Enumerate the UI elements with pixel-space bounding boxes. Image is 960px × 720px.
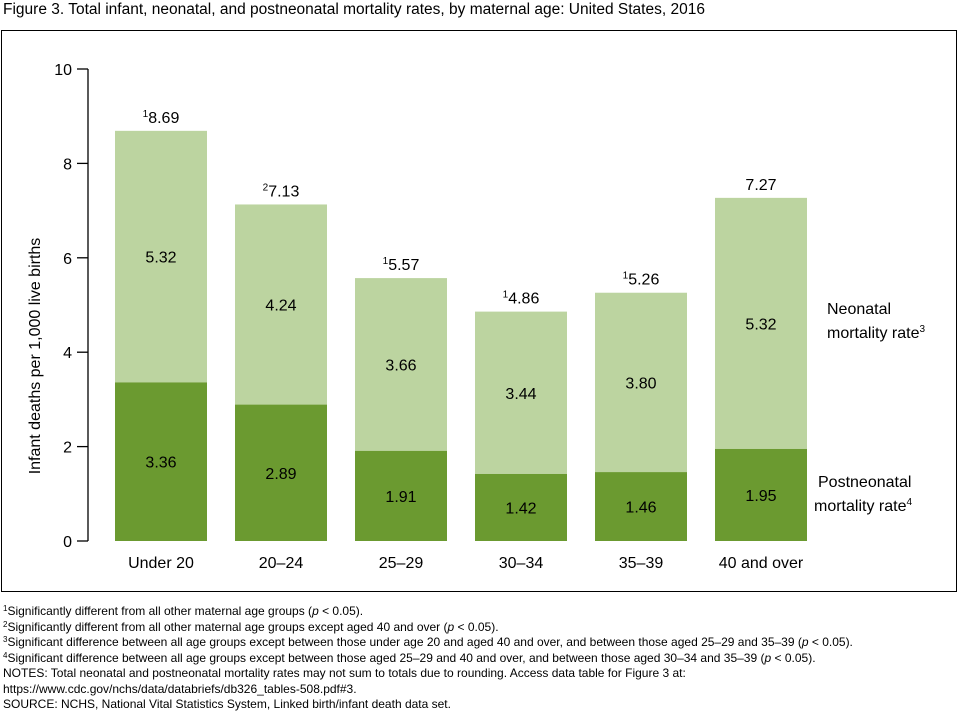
footnote-3: 3Significant difference between all age … <box>3 635 853 649</box>
neonatal-bar <box>235 204 327 405</box>
total-value: 5.26 <box>628 272 659 289</box>
total-value: 7.27 <box>745 177 776 194</box>
neonatal-value-label: 3.80 <box>625 375 656 392</box>
total-footnote-marker: 1 <box>623 271 629 282</box>
x-tick-label: 30–34 <box>499 555 544 572</box>
legend-neonatal-line2: mortality rate3 <box>827 324 925 342</box>
postneonatal-value-label: 1.91 <box>385 489 416 506</box>
total-footnote-marker: 2 <box>263 182 269 193</box>
y-tick-label: 10 <box>54 62 72 79</box>
total-value: 5.57 <box>388 257 419 274</box>
legend-neonatal-text: mortality rate <box>827 325 920 342</box>
x-tick-label: Under 20 <box>128 555 194 572</box>
total-value-label: 15.57 <box>383 256 420 274</box>
legend-postneonatal-line1: Postneonatal <box>818 474 911 491</box>
neonatal-bar <box>595 292 687 473</box>
neonatal-value-label: 3.66 <box>385 357 416 374</box>
y-tick-label: 0 <box>63 534 72 551</box>
total-value-label: 15.26 <box>623 271 660 289</box>
figure-title: Figure 3. Total infant, neonatal, and po… <box>3 1 705 18</box>
chart-frame: 0 2 4 6 8 10 Infant deaths per 1,000 live birt… <box>1 30 957 592</box>
postneonatal-value-label: 1.95 <box>745 488 776 505</box>
neonatal-value-label: 3.44 <box>505 386 536 403</box>
neonatal-bar <box>715 197 807 449</box>
footnote-4: 4Significant difference between all age … <box>3 650 816 665</box>
total-value-label: 18.69 <box>143 109 180 127</box>
y-tick-label: 2 <box>63 440 72 457</box>
footnote-1: 1Significantly different from all other … <box>3 604 364 618</box>
x-tick-label: 25–29 <box>379 555 424 572</box>
legend-postneonatal-sup: 4 <box>906 497 912 508</box>
postneonatal-bar <box>235 404 327 541</box>
total-value-label: 7.27 <box>745 177 776 194</box>
total-value: 7.13 <box>268 183 299 200</box>
neonatal-value-label: 5.32 <box>745 316 776 333</box>
y-tick-label: 8 <box>63 156 72 173</box>
legend-postneonatal-text: mortality rate <box>814 498 907 515</box>
postneonatal-value-label: 2.89 <box>265 466 296 483</box>
postneonatal-bar <box>595 472 687 541</box>
x-tick-label: 35–39 <box>619 555 664 572</box>
y-tick-label: 4 <box>63 345 72 362</box>
neonatal-bar <box>355 278 447 451</box>
neonatal-bar <box>475 311 567 474</box>
postneonatal-value-label: 1.42 <box>505 500 536 517</box>
legend-postneonatal-line2: mortality rate4 <box>814 497 912 515</box>
total-value-label: 27.13 <box>263 182 300 200</box>
postneonatal-bar <box>115 382 207 541</box>
postneonatal-value-label: 1.46 <box>625 500 656 517</box>
legend-neonatal-line1: Neonatal <box>827 301 891 318</box>
y-axis-title: Infant deaths per 1,000 live births <box>27 238 44 475</box>
footnote-2: 2Significantly different from all other … <box>3 619 499 634</box>
axis-layer: 0 2 4 6 8 10 Infant deaths per 1,000 live birt… <box>27 62 89 551</box>
total-value: 8.69 <box>148 110 179 127</box>
neonatal-value-label: 4.24 <box>265 298 296 315</box>
footnotes: 1Significantly different from all other … <box>3 604 853 713</box>
stacked-bar-chart: 0 2 4 6 8 10 Infant deaths per 1,000 live birt… <box>27 62 925 572</box>
postneonatal-bar <box>355 450 447 541</box>
y-tick-label: 6 <box>63 251 72 268</box>
neonatal-value-label: 5.32 <box>145 250 176 267</box>
postneonatal-value-label: 3.36 <box>145 455 176 472</box>
x-tick-label: 40 and over <box>719 555 804 572</box>
postneonatal-bar <box>715 448 807 541</box>
total-footnote-marker: 1 <box>143 109 149 120</box>
bars-layer <box>115 130 807 541</box>
notes-text: NOTES: Total neonatal and postneonatal m… <box>3 666 686 680</box>
x-tick-label: 20–24 <box>259 555 304 572</box>
legend-neonatal-sup: 3 <box>919 324 925 335</box>
total-value-label: 14.86 <box>503 290 540 308</box>
source-text: SOURCE: NCHS, National Vital Statistics … <box>3 697 451 711</box>
total-value: 4.86 <box>508 291 539 308</box>
postneonatal-bar <box>475 473 567 541</box>
data-table-link[interactable]: https://www.cdc.gov/nchs/data/databriefs… <box>3 681 357 696</box>
neonatal-bar <box>115 130 207 383</box>
total-footnote-marker: 1 <box>383 256 389 267</box>
total-footnote-marker: 1 <box>503 290 509 301</box>
